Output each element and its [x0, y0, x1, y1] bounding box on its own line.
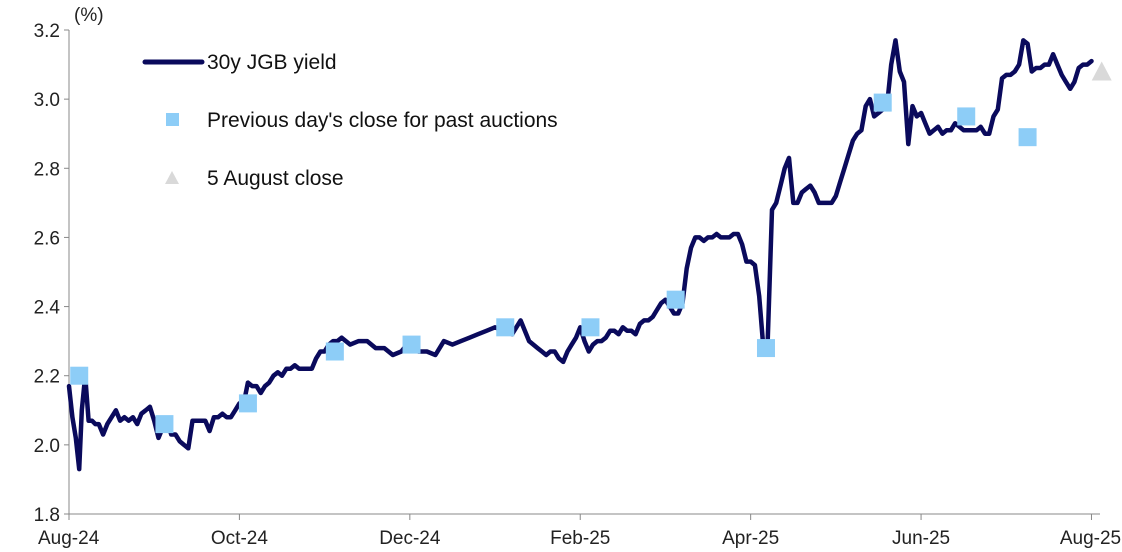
auction-marker [70, 366, 89, 385]
legend-swatch-auction-square [166, 113, 179, 126]
y-axis: 1.8 2.0 2.2 2.4 2.6 2.8 3.0 3.2 [34, 21, 70, 526]
auction-marker [496, 318, 515, 337]
y-tick-label: 2.4 [34, 298, 61, 319]
series-line-30y-jgb-yield [66, 38, 1094, 472]
legend-label-close: 5 August close [207, 167, 344, 190]
x-tick-label: Apr-25 [722, 528, 779, 549]
legend: 30y JGB yield Previous day's close for p… [142, 51, 558, 190]
x-tick-label: Feb-25 [550, 528, 610, 549]
y-tick-label: 3.0 [34, 90, 60, 111]
x-tick-label: Aug-25 [1060, 528, 1121, 549]
auction-marker [873, 93, 892, 112]
legend-swatch-close-triangle [165, 171, 179, 184]
auction-marker [957, 107, 976, 126]
legend-label-auctions: Previous day's close for past auctions [207, 109, 558, 132]
auction-marker [402, 335, 421, 354]
august-close-marker [1091, 61, 1112, 81]
x-tick-label: Jun-25 [892, 528, 950, 549]
x-tick-label: Aug-24 [38, 528, 100, 549]
auction-marker [756, 339, 775, 358]
y-tick-label: 1.8 [34, 505, 60, 526]
y-axis-unit-label: (%) [74, 5, 104, 26]
x-axis: Aug-24 Oct-24 Dec-24 Feb-25 Apr-25 Jun-25 Aug-… [38, 513, 1121, 549]
y-tick-label: 2.8 [34, 159, 60, 180]
series-area [66, 38, 1112, 472]
auction-marker [325, 342, 344, 361]
y-tick-label: 2.2 [34, 367, 60, 388]
y-tick-label: 2.0 [34, 436, 60, 457]
y-tick-label: 3.2 [34, 21, 60, 42]
auction-marker [581, 318, 600, 337]
auction-marker [1018, 128, 1037, 147]
y-tick-label: 2.6 [34, 228, 60, 249]
legend-label-yield: 30y JGB yield [207, 51, 337, 74]
auction-marker [238, 394, 257, 413]
auction-marker [155, 415, 174, 434]
x-tick-label: Oct-24 [211, 528, 268, 549]
x-tick-label: Dec-24 [379, 528, 441, 549]
auction-marker [666, 290, 685, 309]
